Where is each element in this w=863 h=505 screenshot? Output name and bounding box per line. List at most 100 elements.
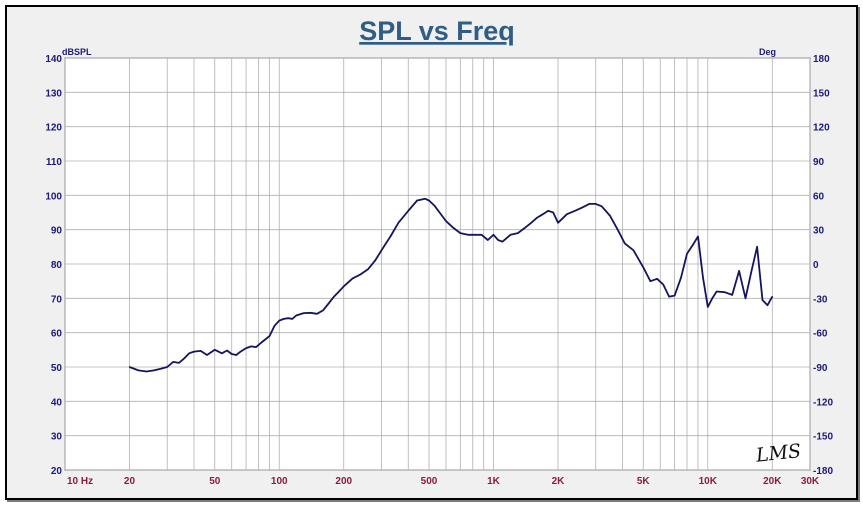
- spl-data-point: [711, 297, 713, 299]
- spl-data-point: [452, 227, 454, 229]
- y-left-tick-label: 110: [46, 157, 63, 168]
- spl-data-point: [474, 234, 476, 236]
- spl-data-point: [697, 235, 699, 238]
- spl-data-point: [295, 314, 297, 317]
- y-left-tick-label: 30: [51, 432, 63, 443]
- spl-data-point: [416, 199, 418, 202]
- x-tick-label: 10 Hz: [67, 476, 93, 487]
- chart-frame: 20 30 40 50 60 70 80 90 100 110 120 130 140 -180 -150 -…: [5, 5, 858, 500]
- y-left-tick-label: 120: [45, 123, 62, 134]
- spl-series-line: [129, 197, 774, 373]
- x-tick-label: 20: [124, 476, 136, 487]
- spl-data-point: [360, 273, 362, 275]
- y-right-tick-label: -180: [813, 466, 833, 477]
- y-left-unit-label: dBSPL: [62, 47, 92, 57]
- chart-title: SPL vs Freq: [359, 16, 515, 46]
- spl-data-point: [352, 277, 354, 279]
- spl-data-point: [716, 290, 718, 293]
- y-right-tick-label: 0: [813, 260, 819, 271]
- x-tick-label: 200: [335, 476, 352, 487]
- spl-data-point: [766, 304, 769, 306]
- axis-ticks: 20 30 40 50 60 70 80 90 100 110 120 130 140 -180 -150 -…: [45, 54, 833, 487]
- spl-data-point: [193, 351, 195, 353]
- y-right-tick-label: 90: [813, 157, 825, 168]
- lms-signature: LMS: [754, 440, 802, 467]
- spl-data-point: [145, 370, 148, 373]
- spl-data-point: [260, 342, 262, 344]
- spl-data-point: [268, 335, 271, 337]
- spl-data-point: [761, 299, 764, 301]
- spl-vs-freq-chart: 20 30 40 50 60 70 80 90 100 110 120 130 140 -180 -150 -…: [45, 16, 833, 487]
- spl-data-point: [566, 213, 568, 215]
- spl-data-point: [588, 203, 590, 205]
- data-layer: [128, 197, 774, 373]
- x-tick-label: 10K: [699, 476, 718, 487]
- y-right-tick-label: 120: [813, 123, 830, 134]
- spl-data-point: [333, 296, 335, 298]
- spl-data-point: [750, 270, 753, 272]
- y-right-tick-label: 60: [813, 191, 825, 202]
- spl-data-point: [231, 353, 233, 355]
- spl-data-point: [153, 369, 155, 371]
- spl-data-point: [686, 253, 688, 255]
- x-tick-label: 1K: [487, 476, 501, 487]
- spl-data-point: [617, 229, 619, 231]
- spl-data-point: [771, 296, 773, 298]
- spl-data-point: [668, 296, 670, 298]
- spl-data-point: [509, 234, 512, 236]
- y-right-tick-label: 150: [813, 88, 830, 99]
- y-right-tick-label: 180: [813, 54, 830, 65]
- y-left-tick-label: 140: [45, 54, 62, 65]
- spl-data-point: [424, 198, 426, 200]
- spl-data-point: [649, 280, 652, 282]
- spl-data-point: [467, 234, 469, 236]
- spl-data-point: [581, 206, 584, 208]
- spl-data-point: [183, 357, 185, 359]
- spl-data-point: [692, 244, 694, 246]
- y-right-tick-label: -90: [813, 363, 828, 374]
- x-tick-label: 500: [421, 476, 438, 487]
- spl-data-point: [264, 338, 266, 341]
- spl-data-point: [433, 205, 435, 207]
- spl-data-point: [367, 268, 369, 270]
- spl-data-point: [316, 313, 318, 315]
- spl-data-point: [137, 369, 139, 371]
- spl-data-point: [283, 318, 285, 320]
- y-left-tick-label: 40: [51, 397, 63, 408]
- spl-data-point: [214, 349, 216, 351]
- spl-data-point: [439, 211, 441, 214]
- spl-data-point: [497, 239, 499, 241]
- spl-data-point: [250, 345, 252, 347]
- spl-data-point: [389, 235, 391, 238]
- spl-data-point: [738, 270, 740, 272]
- spl-data-point: [328, 302, 330, 305]
- spl-data-point: [501, 241, 503, 243]
- spl-data-point: [707, 306, 709, 308]
- spl-data-point: [702, 277, 704, 279]
- spl-data-point: [481, 234, 483, 236]
- y-left-tick-label: 50: [51, 363, 63, 374]
- grid-lines: [64, 57, 811, 471]
- spl-data-point: [278, 320, 280, 322]
- spl-data-point: [338, 290, 340, 293]
- spl-data-point: [530, 222, 532, 224]
- y-left-tick-label: 70: [51, 294, 63, 305]
- spl-data-point: [303, 312, 305, 314]
- spl-data-point: [656, 278, 658, 280]
- spl-data-point: [178, 362, 180, 364]
- y-left-tick-label: 60: [51, 329, 63, 340]
- x-tick-label: 50: [209, 476, 221, 487]
- spl-data-point: [397, 222, 399, 224]
- spl-data-point: [524, 227, 526, 229]
- spl-data-point: [188, 352, 190, 354]
- spl-data-point: [200, 350, 202, 352]
- y-left-tick-label: 90: [51, 226, 63, 237]
- y-right-unit-label: Deg: [759, 47, 776, 57]
- spl-data-point: [310, 312, 312, 314]
- spl-data-point: [445, 220, 447, 222]
- y-right-tick-label: -60: [813, 329, 828, 340]
- spl-data-point: [235, 354, 237, 356]
- spl-data-point: [245, 347, 247, 349]
- spl-data-point: [221, 352, 223, 354]
- spl-data-point: [291, 318, 293, 320]
